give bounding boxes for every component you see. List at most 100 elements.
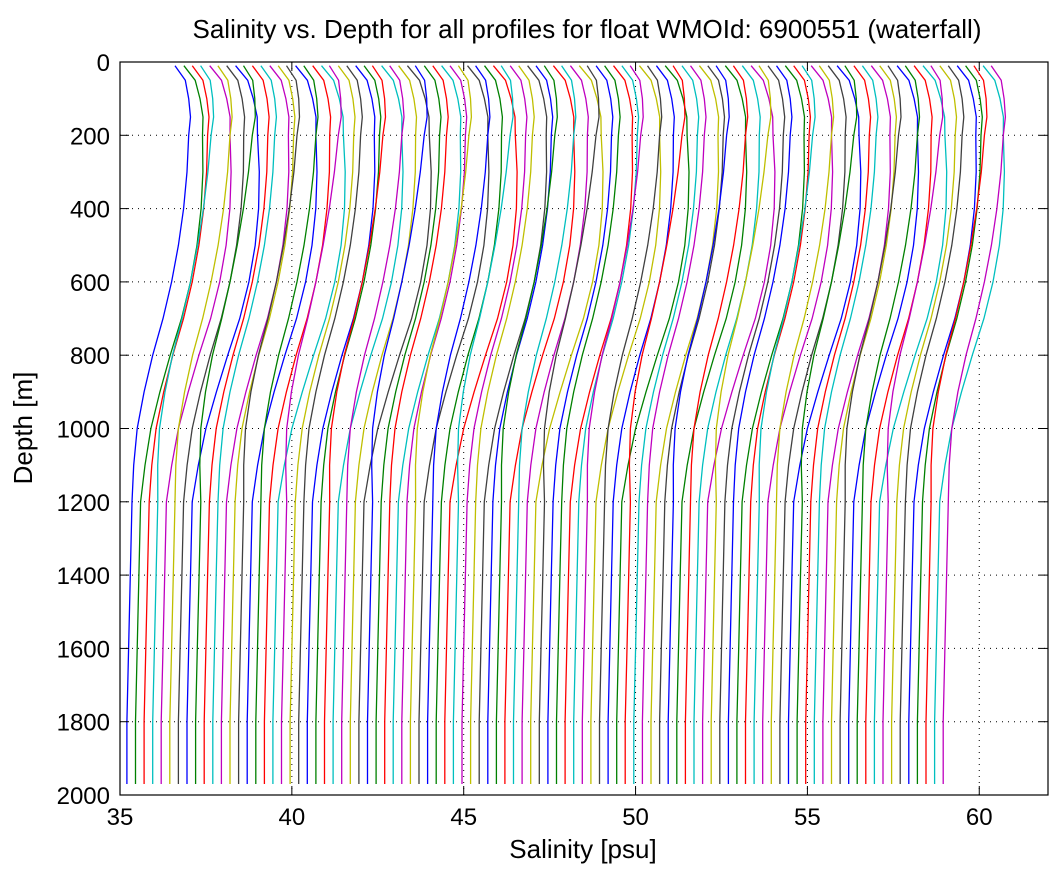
profile-line <box>942 65 1007 784</box>
profile-line <box>366 65 428 784</box>
profile-line <box>323 65 387 784</box>
profile-line <box>298 65 363 784</box>
profile-line <box>237 65 301 784</box>
profile-line <box>469 65 535 784</box>
y-tick-label: 800 <box>70 343 110 370</box>
profile-line <box>126 65 192 784</box>
profile-line <box>719 65 786 784</box>
profile-line <box>555 65 621 784</box>
profile-line <box>332 65 404 784</box>
x-tick-label: 60 <box>966 804 993 831</box>
profile-line <box>495 65 558 784</box>
y-tick-label: 2000 <box>57 783 110 810</box>
profile-line <box>289 65 356 784</box>
profile-line <box>512 65 577 784</box>
profile-line <box>538 65 600 784</box>
y-tick-label: 400 <box>70 197 110 224</box>
x-tick-label: 45 <box>450 804 477 831</box>
axis-ticks: 35 40 45 50 55 600200400600800100012001400160… <box>57 50 1048 831</box>
profile-line <box>676 65 748 784</box>
profile-series-group <box>126 65 1007 784</box>
profile-line <box>848 65 920 784</box>
profile-line <box>762 65 834 784</box>
profile-line <box>547 65 614 784</box>
profile-line <box>890 65 958 784</box>
profile-line <box>684 65 749 784</box>
profile-line <box>624 65 686 784</box>
profile-line <box>658 65 726 784</box>
profile-line <box>753 65 816 784</box>
profile-line <box>358 65 432 784</box>
profile-line <box>873 65 948 784</box>
profile-line <box>255 65 319 784</box>
profile-line <box>787 65 862 784</box>
profile-line <box>590 65 662 784</box>
profile-line <box>212 65 278 784</box>
profile-line <box>839 65 902 784</box>
x-tick-label: 40 <box>279 804 306 831</box>
y-tick-label: 1400 <box>57 563 110 590</box>
profile-line <box>401 65 468 784</box>
profile-line <box>641 65 707 784</box>
profile-line <box>856 65 921 784</box>
profile-line <box>899 65 965 784</box>
profile-line <box>770 65 835 784</box>
profile-line <box>418 65 490 784</box>
x-tick-label: 50 <box>622 804 649 831</box>
y-tick-label: 1200 <box>57 490 110 517</box>
y-axis-title: Depth [m] <box>8 372 38 485</box>
profile-line <box>186 65 260 784</box>
y-tick-label: 1600 <box>57 636 110 663</box>
profile-line <box>581 65 644 784</box>
profile-line <box>444 65 518 784</box>
profile-line <box>813 65 879 784</box>
profile-line <box>530 65 604 784</box>
profile-line <box>246 65 318 784</box>
profile-line <box>315 65 382 784</box>
profile-line <box>933 65 1006 784</box>
profile-line <box>194 65 256 784</box>
profile-line <box>573 65 640 784</box>
profile-line <box>461 65 528 784</box>
profile-line <box>452 65 514 784</box>
y-tick-label: 600 <box>70 270 110 297</box>
profile-line <box>341 65 405 784</box>
profile-line <box>667 65 730 784</box>
profile-line <box>701 65 776 784</box>
x-tick-label: 35 <box>107 804 134 831</box>
profile-line <box>487 65 554 784</box>
profile-line <box>744 65 812 784</box>
profile-line <box>169 65 233 784</box>
chart-title: Salinity vs. Depth for all profiles for … <box>193 14 982 44</box>
y-tick-label: 1800 <box>57 710 110 737</box>
x-axis-title: Salinity [psu] <box>509 834 656 864</box>
profile-line <box>710 65 772 784</box>
profile-line <box>805 65 872 784</box>
profile-line <box>229 65 296 784</box>
profile-line <box>882 65 944 784</box>
profile-line <box>272 65 346 784</box>
y-tick-label: 200 <box>70 123 110 150</box>
profile-line <box>727 65 793 784</box>
profile-line <box>203 65 270 784</box>
profile-line <box>280 65 342 784</box>
profile-line <box>633 65 700 784</box>
profile-line <box>160 65 232 784</box>
y-tick-label: 0 <box>97 50 110 77</box>
profile-line <box>598 65 663 784</box>
profile-line <box>830 65 898 784</box>
profile-line <box>426 65 491 784</box>
profile-line <box>384 65 449 784</box>
profile-line <box>152 65 215 784</box>
profile-line <box>616 65 690 784</box>
profile-line <box>796 65 858 784</box>
profile-line <box>916 65 983 784</box>
y-tick-label: 1000 <box>57 417 110 444</box>
profile-line <box>504 65 576 784</box>
profile-line <box>409 65 473 784</box>
x-tick-label: 55 <box>794 804 821 831</box>
profile-line <box>143 65 210 784</box>
profile-line <box>925 65 988 784</box>
